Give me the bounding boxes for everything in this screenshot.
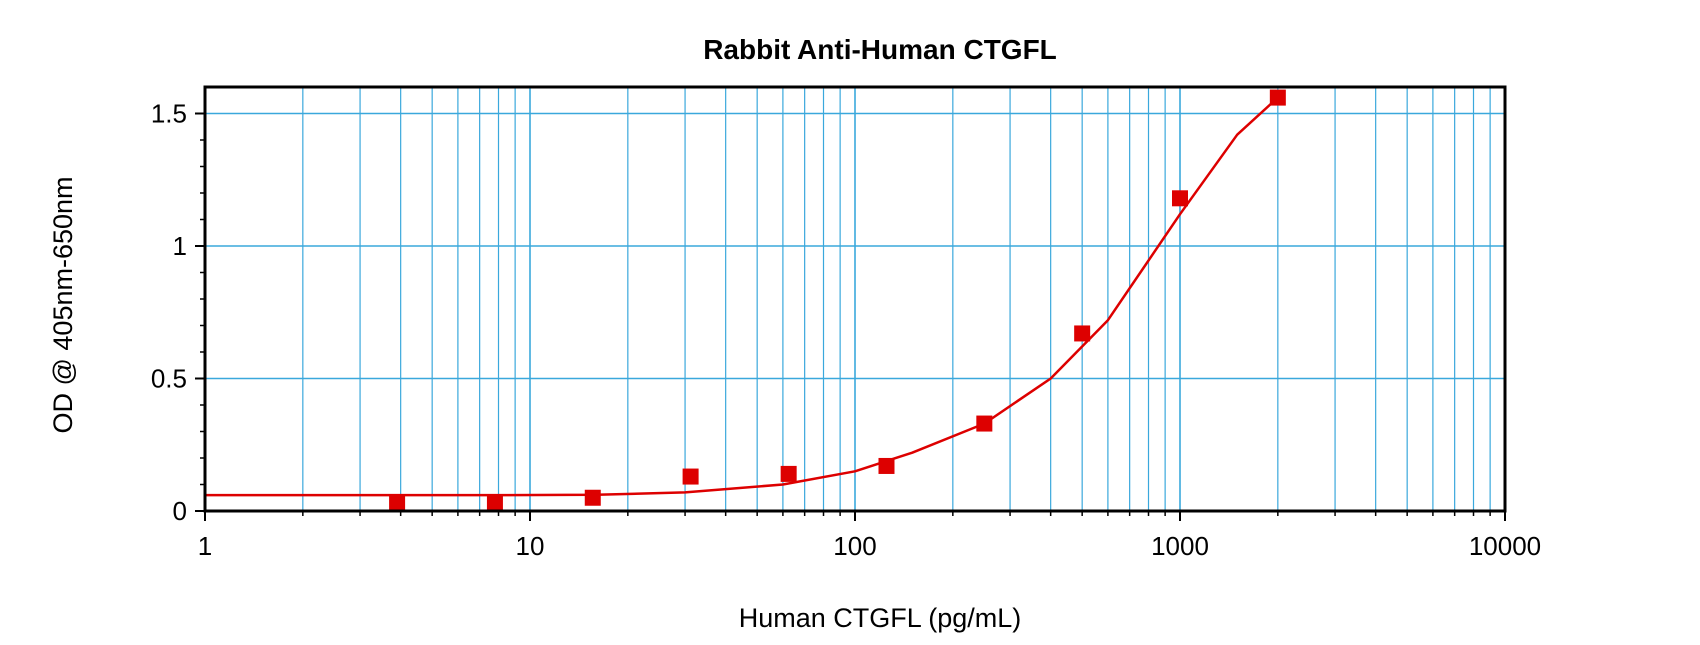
data-point — [1172, 190, 1188, 207]
y-tick-label: 0.5 — [151, 364, 187, 394]
axis-ticks: 1 10 100 1000 10000 0 0.5 1 1.5 — [151, 99, 1541, 562]
x-tick-label: 10 — [516, 531, 545, 561]
y-tick-label: 1.5 — [151, 99, 187, 129]
data-point — [389, 495, 406, 512]
y-tick-label: 0 — [173, 496, 187, 526]
x-axis-label: Human CTGFL (pg/mL) — [739, 603, 1022, 633]
data-point — [780, 465, 797, 482]
data-point — [1269, 89, 1286, 106]
fitted-curve-layer — [205, 96, 1279, 497]
data-point — [1074, 325, 1091, 342]
data-point — [584, 489, 601, 506]
data-point — [976, 415, 993, 432]
x-tick-label: 10000 — [1469, 531, 1541, 561]
fitted-curve — [205, 96, 1279, 497]
data-point — [682, 468, 699, 485]
grid — [205, 87, 1505, 511]
x-tick-label: 100 — [833, 531, 876, 561]
data-point — [486, 495, 503, 512]
x-tick-label: 1000 — [1151, 531, 1209, 561]
x-tick-label: 1 — [198, 531, 212, 561]
y-tick-label: 1 — [173, 231, 187, 261]
data-point — [878, 457, 895, 474]
y-axis-label: OD @ 405nm-650nm — [48, 176, 78, 433]
chart-title: Rabbit Anti-Human CTGFL — [703, 34, 1057, 65]
data-points-layer — [389, 89, 1286, 512]
